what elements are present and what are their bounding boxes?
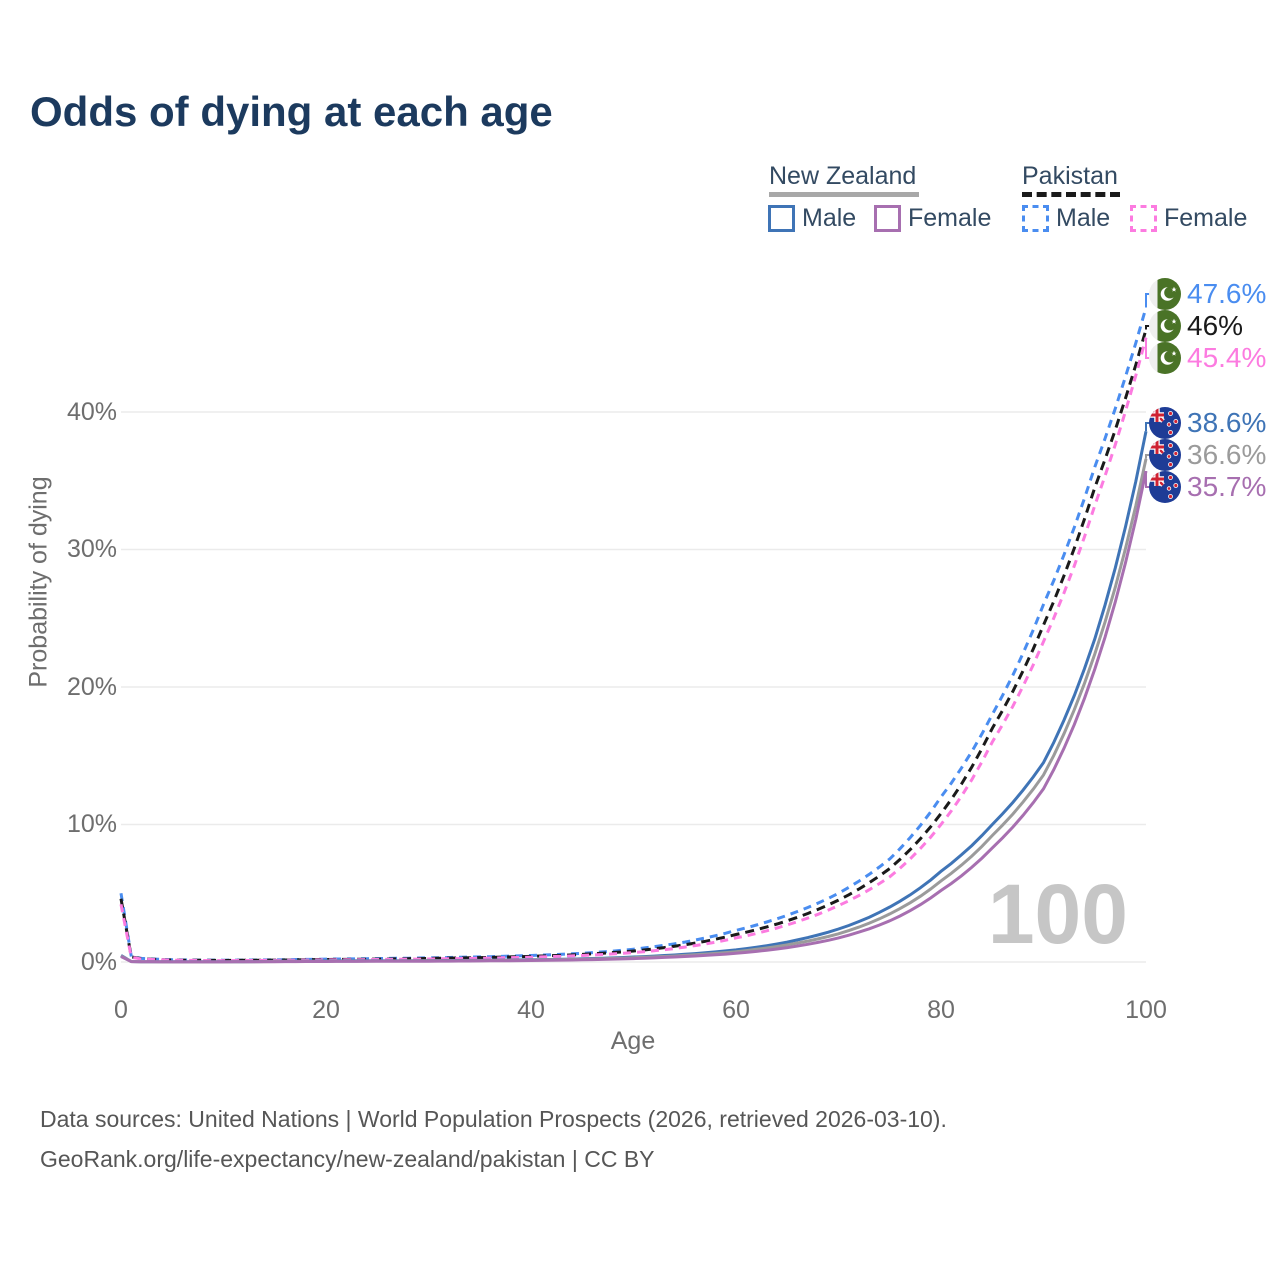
age-counter-watermark: 100 [987,867,1128,961]
data-sources-text: Data sources: United Nations | World Pop… [40,1106,947,1132]
end-value: 38.6% [1187,407,1267,438]
new-zealand-flag-icon [1149,471,1181,503]
pk-male-swatch-icon [1022,205,1049,232]
pakistan-flag-icon [1149,342,1181,374]
x-tick-60: 60 [722,996,750,1024]
y-axis-title: Probability of dying [24,476,53,688]
y-tick-40: 40% [66,398,117,426]
page-title: Odds of dying at each age [30,88,553,135]
x-tick-0: 0 [114,996,128,1024]
y-tick-0: 0% [80,948,117,976]
legend-group-new-zealand: New Zealand [769,162,917,190]
end-value: 47.6% [1187,278,1267,309]
legend-item-label: Female [1164,204,1248,232]
end-label-nz-male: 38.6% [1149,407,1266,439]
x-tick-20: 20 [312,996,340,1024]
end-label-pakistan-male: 47.6% [1149,278,1266,310]
legend-item-label: Male [1056,204,1111,232]
pakistan-flag-icon [1149,310,1181,342]
legend-item-pk-male[interactable]: Male [1022,204,1110,233]
pakistan-flag-icon [1149,278,1181,310]
end-value: 36.6% [1187,439,1267,470]
series-line-pakistan-both-sexes [119,329,1148,963]
new-zealand-flag-icon [1149,439,1181,471]
source-url-text: GeoRank.org/life-expectancy/new-zealand/… [40,1146,655,1172]
pk-female-swatch-icon [1130,205,1157,232]
new-zealand-flag-icon [1149,407,1181,439]
legend-item-label: Female [908,204,992,232]
legend-item-label: Male [802,204,857,232]
legend-item-pk-female[interactable]: Female [1130,204,1247,233]
legend-underline-pakistan [1022,192,1120,197]
legend-item-nz-male[interactable]: Male [768,204,856,233]
legend-group-pakistan: Pakistan [1022,162,1118,190]
series-line-pakistan-male [119,307,1148,962]
end-label-nz-female: 35.7% [1149,471,1266,503]
y-tick-20: 20% [66,673,117,701]
series-line-new-zealand-female [120,470,1148,964]
y-tick-10: 10% [66,810,117,838]
nz-female-swatch-icon [874,205,901,232]
legend-item-nz-female[interactable]: Female [874,204,991,233]
end-value: 35.7% [1187,471,1267,502]
end-label-nz-both: 36.6% [1149,439,1266,471]
y-tick-30: 30% [66,535,117,563]
x-tick-80: 80 [927,996,955,1024]
end-label-pakistan-female: 45.4% [1149,342,1266,374]
end-label-pakistan-both: 46% [1149,310,1243,342]
x-axis-title: Age [610,1027,656,1055]
end-value: 46% [1187,310,1244,341]
nz-male-swatch-icon [768,205,795,232]
x-tick-100: 100 [1125,996,1167,1024]
end-value: 45.4% [1187,342,1267,373]
x-tick-40: 40 [517,996,545,1024]
legend-underline-new-zealand [769,192,919,197]
